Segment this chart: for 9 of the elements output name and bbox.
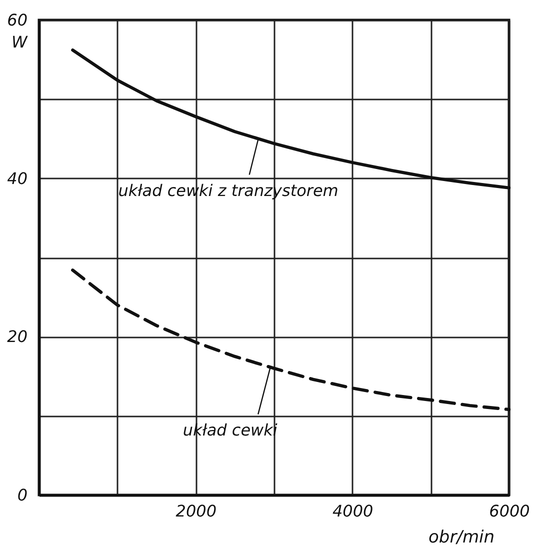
y-tick-label: 60 bbox=[7, 10, 28, 30]
x-axis-title: obr/min bbox=[428, 528, 494, 548]
y-tick-label: 0 bbox=[17, 486, 28, 504]
x-tick-label: 6000 bbox=[489, 502, 530, 520]
y-tick-label: 20 bbox=[7, 327, 28, 346]
x-tick-label: 2000 bbox=[176, 502, 217, 520]
y-axis-title: W bbox=[12, 32, 28, 52]
x-tick-label: 4000 bbox=[332, 502, 374, 520]
y-tick-label: 40 bbox=[7, 168, 28, 188]
